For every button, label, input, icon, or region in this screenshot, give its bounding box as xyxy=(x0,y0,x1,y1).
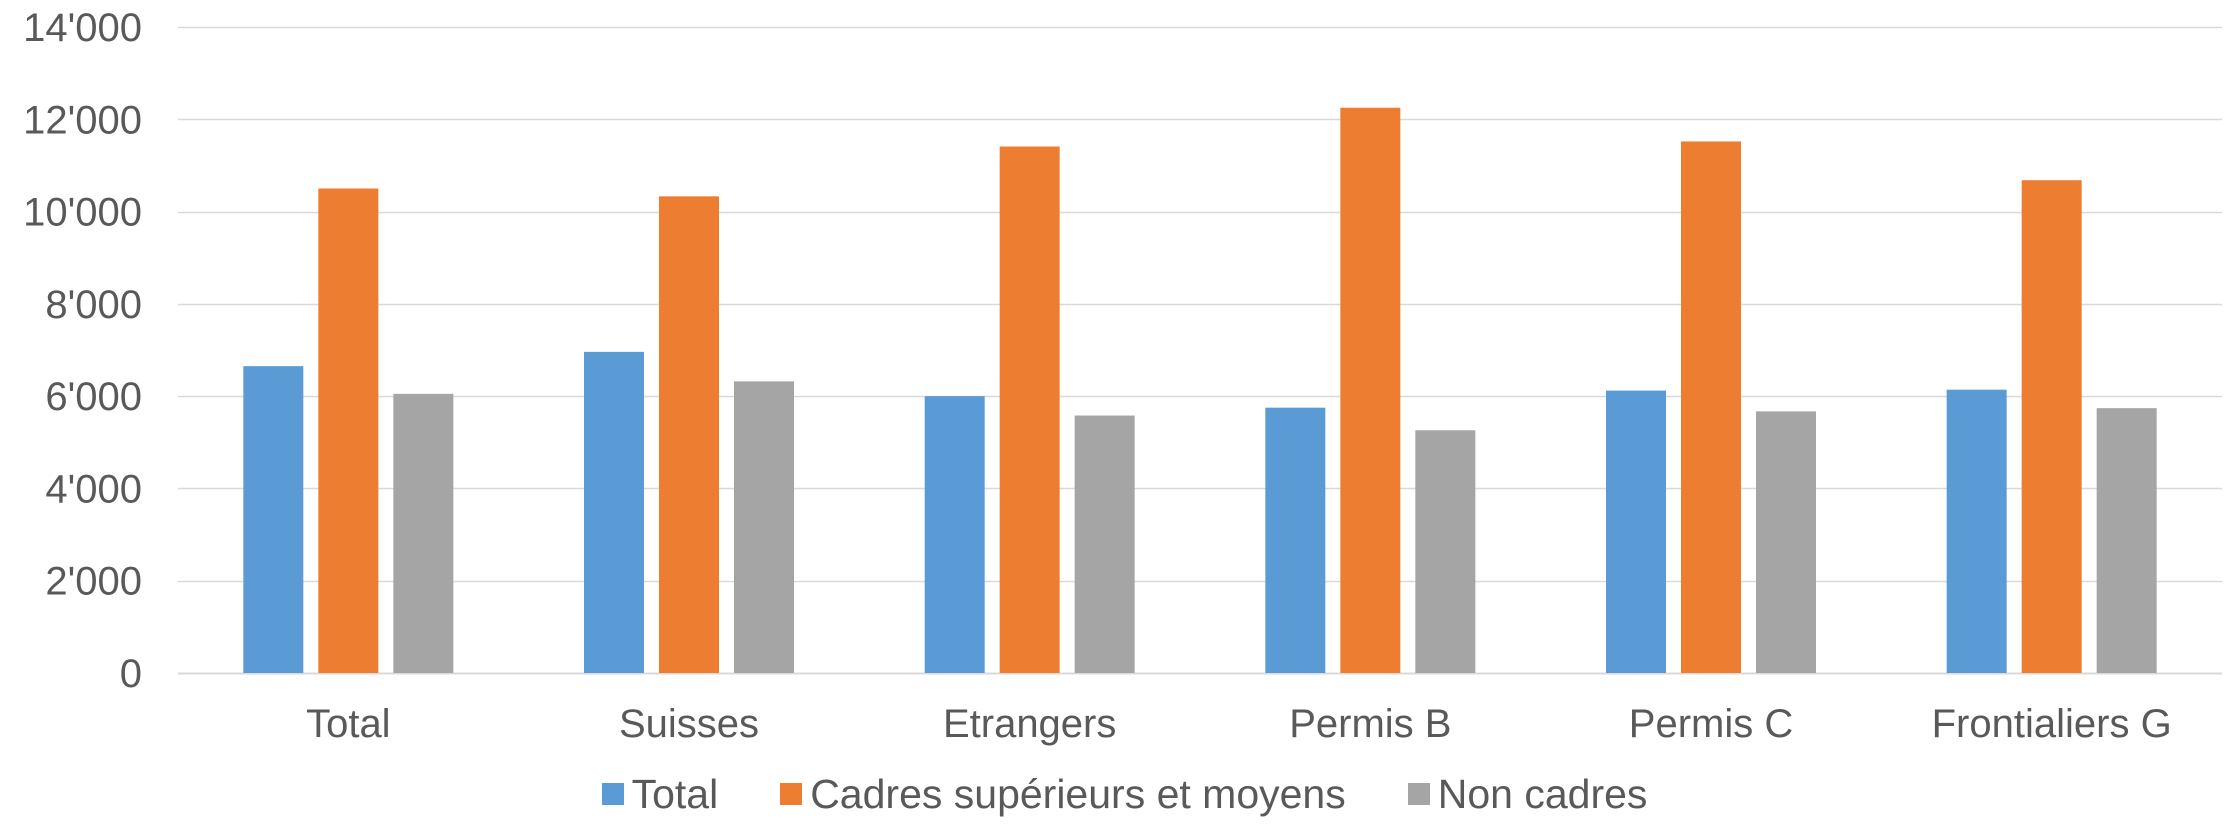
y-tick-label: 12'000 xyxy=(23,98,142,142)
legend-swatch xyxy=(780,783,803,805)
bar xyxy=(1415,430,1476,673)
bar xyxy=(1756,411,1816,673)
bar xyxy=(924,396,985,673)
legend: Total Cadres supérieurs et moyens Non cadr… xyxy=(0,764,2229,824)
bar xyxy=(1946,389,2007,673)
legend-label: Non cadres xyxy=(1437,770,1648,817)
bar xyxy=(243,366,304,673)
bar xyxy=(1606,390,1666,673)
y-tick-label: 10'000 xyxy=(23,191,142,235)
x-tick-label: Permis B xyxy=(1289,702,1451,746)
y-tick-label: 8'000 xyxy=(45,283,142,327)
bar xyxy=(1074,415,1135,673)
bar xyxy=(659,196,719,673)
bar xyxy=(584,351,644,673)
legend-item: Non cadres xyxy=(1407,770,1648,818)
legend-swatch xyxy=(1407,783,1430,805)
x-tick-label: Permis C xyxy=(1629,702,1793,746)
x-axis-tick-labels: Total Suisses Etrangers Permis B Permis C Fro… xyxy=(306,702,2172,746)
bar xyxy=(2096,408,2157,673)
x-tick-label: Frontialiers G xyxy=(1932,702,2172,746)
bar xyxy=(393,393,454,673)
y-tick-label: 2'000 xyxy=(45,560,142,604)
bar xyxy=(318,188,379,673)
bars xyxy=(243,107,2157,674)
y-tick-label: 4'000 xyxy=(45,467,142,511)
legend-label: Total xyxy=(631,770,719,817)
bar xyxy=(1265,407,1326,673)
gridlines xyxy=(178,26,2222,675)
x-tick-label: Total xyxy=(306,702,391,746)
y-axis-tick-labels: 0 2'000 4'000 6'000 8'000 10'000 12'000 14'000 xyxy=(23,6,142,696)
y-tick-label: 14'000 xyxy=(23,6,142,50)
legend-item: Total xyxy=(601,770,719,818)
bar xyxy=(2021,180,2082,674)
bar xyxy=(1340,107,1401,673)
bar xyxy=(734,381,794,673)
legend-label: Cadres supérieurs et moyens xyxy=(810,770,1346,817)
legend-item: Cadres supérieurs et moyens xyxy=(780,771,1346,818)
bar xyxy=(1681,141,1741,674)
legend-swatch xyxy=(601,783,624,805)
x-tick-label: Etrangers xyxy=(943,702,1116,746)
bar xyxy=(999,146,1060,673)
y-tick-label: 6'000 xyxy=(45,375,142,419)
y-tick-label: 0 xyxy=(120,652,142,696)
x-tick-label: Suisses xyxy=(619,702,759,746)
